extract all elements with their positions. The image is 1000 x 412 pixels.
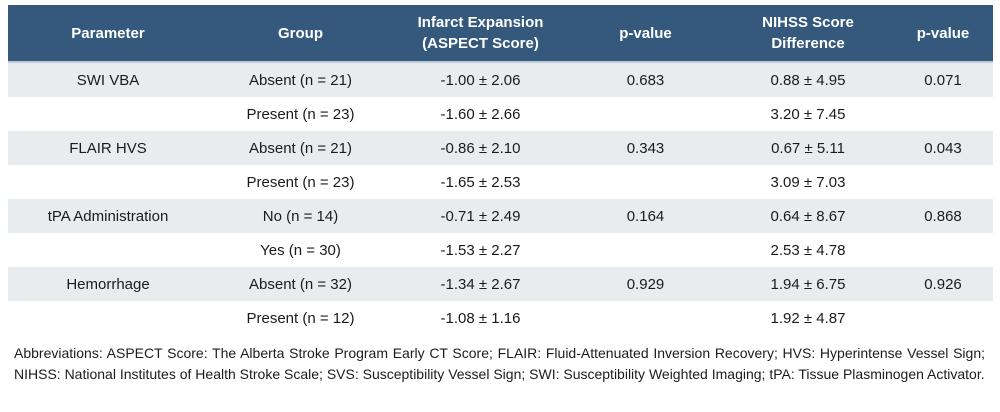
column-header-infarct-expansion: Infarct Expansion (ASPECT Score) [393,5,568,63]
cell-p-value-1 [568,301,723,335]
cell-nihss: 0.64 ± 8.67 [770,207,846,225]
cell-p-value-2 [893,165,993,199]
cell-p-value-2 [893,97,993,131]
cell-group: Absent (n = 21) [249,139,352,157]
table-body: SWI VBA Absent (n = 21) -1.00 ± 2.06 0.6… [8,62,993,335]
cell-p-value-2: 0.868 [924,207,962,225]
cell-parameter [8,97,208,131]
parameters-comparison-table: Parameter Group Infarct Expansion (ASPEC… [8,5,993,335]
header-row: Parameter Group Infarct Expansion (ASPEC… [8,5,993,63]
table-row: Present (n = 23) -1.60 ± 2.66 3.20 ± 7.4… [8,97,993,131]
cell-p-value-2: 0.926 [924,275,962,293]
cell-nihss: 3.20 ± 7.45 [770,105,846,123]
cell-nihss: 1.92 ± 4.87 [770,309,846,327]
cell-p-value-1 [568,233,723,267]
table-row: Yes (n = 30) -1.53 ± 2.27 2.53 ± 4.78 [8,233,993,267]
cell-parameter [8,233,208,267]
cell-group: Yes (n = 30) [260,241,341,259]
table-row: FLAIR HVS Absent (n = 21) -0.86 ± 2.10 0… [8,131,993,165]
abbreviations-note: Abbreviations: ASPECT Score: The Alberta… [14,345,985,382]
cell-parameter: tPA Administration [47,207,169,225]
column-header-group: Group [208,5,393,63]
cell-infarct: -0.71 ± 2.49 [440,207,521,225]
cell-infarct: -0.86 ± 2.10 [440,139,521,157]
cell-group: Present (n = 23) [246,105,355,123]
cell-p-value-1 [568,165,723,199]
cell-nihss: 0.88 ± 4.95 [770,71,846,89]
cell-parameter [8,165,208,199]
column-header-p-value-1: p-value [568,5,723,63]
cell-parameter [8,301,208,335]
cell-p-value-1: 0.343 [626,139,665,157]
cell-infarct: -1.08 ± 1.16 [440,309,521,327]
table-row: tPA Administration No (n = 14) -0.71 ± 2… [8,199,993,233]
cell-p-value-1: 0.683 [626,71,665,89]
table-row: SWI VBA Absent (n = 21) -1.00 ± 2.06 0.6… [8,62,993,97]
cell-p-value-2 [893,233,993,267]
cell-p-value-1: 0.164 [626,207,665,225]
cell-infarct: -1.34 ± 2.67 [440,275,521,293]
cell-group: Present (n = 12) [246,309,355,327]
table-row: Present (n = 12) -1.08 ± 1.16 1.92 ± 4.8… [8,301,993,335]
cell-group: Present (n = 23) [246,173,355,191]
cell-parameter: FLAIR HVS [69,139,147,157]
cell-p-value-2: 0.071 [924,71,962,89]
cell-infarct: -1.53 ± 2.27 [440,241,521,259]
cell-nihss: 3.09 ± 7.03 [770,173,846,191]
cell-infarct: -1.00 ± 2.06 [440,71,521,89]
table-header: Parameter Group Infarct Expansion (ASPEC… [8,5,993,63]
cell-nihss: 2.53 ± 4.78 [770,241,846,259]
column-header-p-value-2: p-value [893,5,993,63]
cell-group: Absent (n = 21) [249,71,352,89]
cell-p-value-1 [568,97,723,131]
table-row: Present (n = 23) -1.65 ± 2.53 3.09 ± 7.0… [8,165,993,199]
cell-infarct: -1.65 ± 2.53 [440,173,521,191]
column-header-nihss-difference: NIHSS Score Difference [723,5,893,63]
cell-p-value-2: 0.043 [924,139,962,157]
cell-p-value-2 [893,301,993,335]
cell-nihss: 1.94 ± 6.75 [770,275,846,293]
cell-p-value-1: 0.929 [626,275,665,293]
cell-parameter: SWI VBA [76,71,140,89]
table-row: Hemorrhage Absent (n = 32) -1.34 ± 2.67 … [8,267,993,301]
cell-group: Absent (n = 32) [249,275,352,293]
cell-infarct: -1.60 ± 2.66 [440,105,521,123]
cell-group: No (n = 14) [262,207,339,225]
cell-parameter: Hemorrhage [66,275,150,293]
column-header-parameter: Parameter [8,5,208,63]
cell-nihss: 0.67 ± 5.11 [771,139,845,157]
